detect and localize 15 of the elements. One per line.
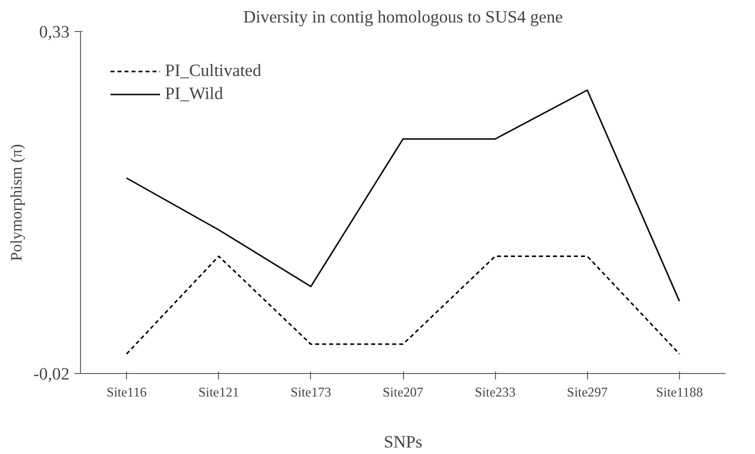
- x-tick-label: Site233: [474, 384, 516, 400]
- x-tick-label: Site121: [198, 384, 240, 400]
- legend-label: PI_Wild: [165, 84, 224, 104]
- y-tick-label: -0,02: [33, 364, 70, 384]
- legend-label: PI_Cultivated: [165, 61, 262, 81]
- chart-title: Diversity in contig homologous to SUS4 gene: [243, 8, 564, 26]
- x-tick-label: Site1188: [656, 384, 704, 400]
- x-tick-label: Site297: [566, 384, 608, 400]
- x-axis-title: SNPs: [384, 432, 423, 452]
- y-tick-label: 0,33: [39, 22, 70, 42]
- x-tick-label: Site116: [106, 384, 148, 400]
- line-series: [126, 89, 680, 302]
- x-tick-label: Site207: [382, 384, 424, 400]
- y-axis-title: Polymorphism (π): [8, 144, 26, 261]
- x-tick-label: Site173: [290, 384, 332, 400]
